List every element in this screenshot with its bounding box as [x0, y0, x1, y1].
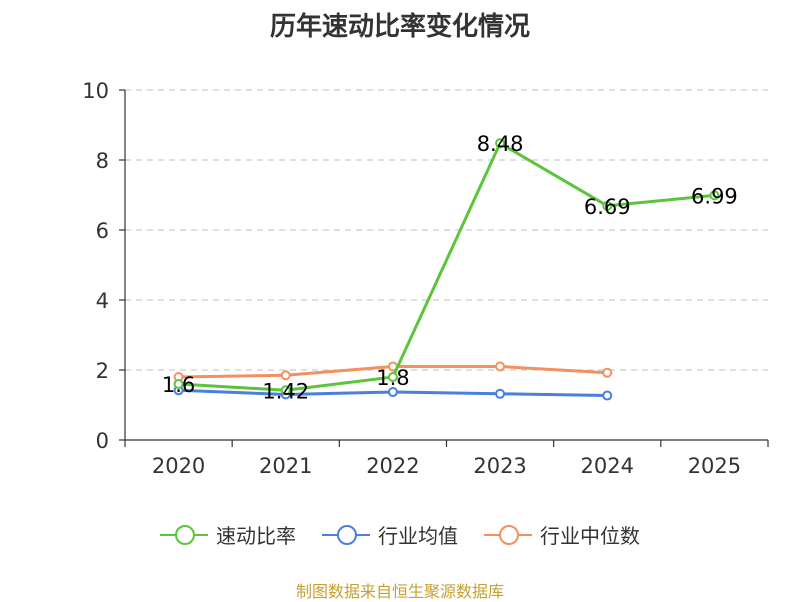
legend-item-industry-median[interactable]: 行业中位数	[484, 520, 640, 549]
axes: 0 2 4 6 8 10 2020 2021 2022 2023 2024 2025	[82, 79, 769, 478]
circle-line-marker-icon	[160, 524, 208, 545]
series-line	[178, 141, 715, 392]
y-tick-label: 10	[82, 79, 109, 103]
circle-line-marker-icon	[484, 524, 532, 545]
legend: 速动比率 行业均值 行业中位数	[0, 520, 800, 549]
data-point	[602, 367, 613, 378]
x-tick-label: 2024	[581, 454, 634, 478]
data-source-note: 制图数据来自恒生聚源数据库	[295, 582, 504, 601]
data-point	[280, 370, 291, 381]
data-point	[602, 390, 613, 401]
legend-label: 速动比率	[216, 524, 296, 548]
data-point	[387, 387, 398, 398]
y-tick-label: 0	[96, 429, 109, 453]
y-tick-label: 6	[96, 219, 109, 243]
x-tick-label: 2025	[688, 454, 741, 478]
x-tick-label: 2021	[259, 454, 312, 478]
series	[173, 138, 720, 401]
x-tick-label: 2023	[473, 454, 526, 478]
data-label: 6.69	[584, 195, 631, 219]
data-label: 6.99	[691, 184, 738, 208]
y-tick-label: 2	[96, 359, 109, 383]
data-label: 1.6	[162, 373, 195, 397]
legend-label: 行业均值	[378, 524, 458, 548]
chart-title: 历年速动比率变化情况	[269, 12, 530, 42]
data-point	[709, 190, 720, 201]
data-point	[173, 379, 184, 389]
data-label: 1.42	[262, 379, 309, 403]
x-tick-label: 2020	[152, 454, 205, 478]
data-point	[387, 372, 398, 382]
legend-label: 行业中位数	[540, 524, 640, 548]
data-point	[602, 200, 613, 211]
data-label: 1.8	[376, 366, 409, 390]
data-point	[495, 361, 506, 372]
legend-item-industry-average[interactable]: 行业均值	[322, 520, 458, 549]
data-point	[495, 138, 506, 149]
data-labels: 1.6 1.42 1.8 8.48 6.69 6.99	[162, 132, 738, 403]
legend-item-speed-ratio[interactable]: 速动比率	[160, 520, 296, 549]
data-point	[495, 388, 506, 399]
y-tick-label: 8	[96, 149, 109, 173]
data-point	[280, 385, 291, 396]
x-tick-label: 2022	[366, 454, 419, 478]
circle-line-marker-icon	[322, 524, 370, 545]
grid-lines	[125, 89, 768, 371]
y-tick-label: 4	[96, 289, 109, 313]
data-label: 8.48	[477, 132, 524, 156]
